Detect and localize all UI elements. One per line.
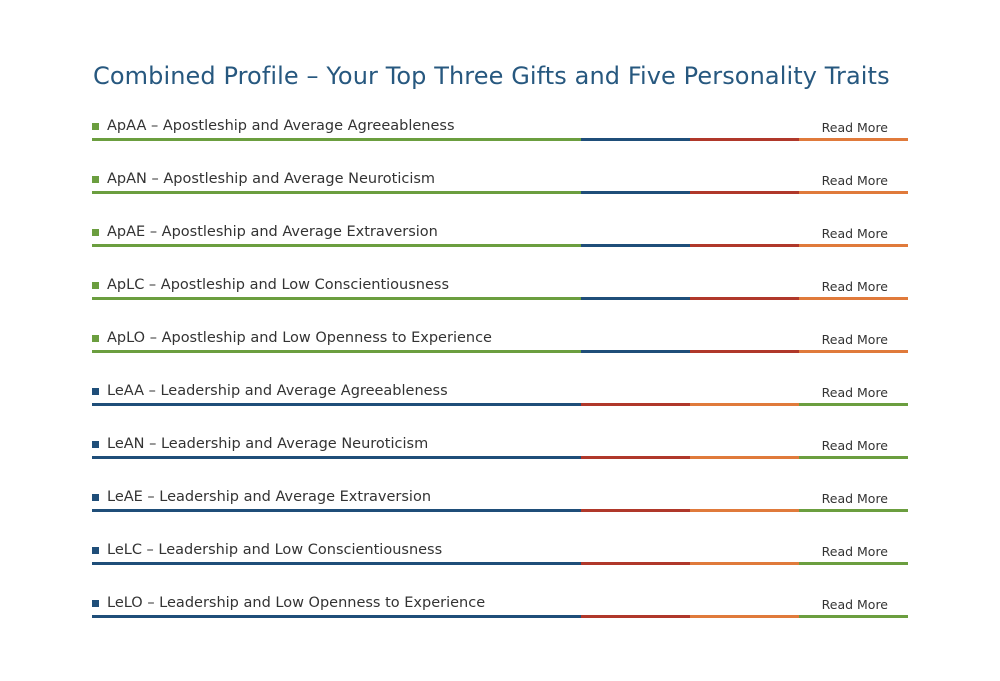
color-divider bbox=[92, 509, 908, 512]
color-divider bbox=[92, 244, 908, 247]
read-more-link[interactable]: Read More bbox=[821, 597, 888, 612]
divider-segment bbox=[690, 615, 799, 618]
list-item-label: LeLC – Leadership and Low Conscientiousn… bbox=[107, 542, 443, 558]
divider-segment bbox=[690, 244, 799, 247]
read-more-link[interactable]: Read More bbox=[821, 120, 888, 135]
color-divider bbox=[92, 138, 908, 141]
list-item-label: ApLC – Apostleship and Low Conscientious… bbox=[107, 277, 450, 293]
list-item: LeAA – Leadership and Average Agreeablen… bbox=[92, 379, 908, 432]
read-more-link[interactable]: Read More bbox=[821, 491, 888, 506]
list-item: ApAN – Apostleship and Average Neurotici… bbox=[92, 167, 908, 220]
divider-segment bbox=[92, 297, 581, 300]
list-item-label: LeAE – Leadership and Average Extraversi… bbox=[107, 489, 432, 505]
divider-segment bbox=[799, 191, 908, 194]
divider-segment bbox=[799, 615, 908, 618]
divider-segment bbox=[92, 138, 581, 141]
square-bullet-icon bbox=[92, 441, 99, 448]
divider-segment bbox=[92, 456, 581, 459]
divider-segment bbox=[799, 562, 908, 565]
divider-segment bbox=[799, 138, 908, 141]
divider-segment bbox=[799, 297, 908, 300]
divider-segment bbox=[581, 350, 690, 353]
list-item-label: LeAN – Leadership and Average Neuroticis… bbox=[107, 436, 429, 452]
list-item: ApAA – Apostleship and Average Agreeable… bbox=[92, 114, 908, 167]
profile-list: ApAA – Apostleship and Average Agreeable… bbox=[92, 114, 908, 644]
read-more-link[interactable]: Read More bbox=[821, 438, 888, 453]
color-divider bbox=[92, 191, 908, 194]
divider-segment bbox=[690, 138, 799, 141]
divider-segment bbox=[581, 297, 690, 300]
list-item: LeAN – Leadership and Average Neuroticis… bbox=[92, 432, 908, 485]
divider-segment bbox=[581, 456, 690, 459]
divider-segment bbox=[92, 562, 581, 565]
square-bullet-icon bbox=[92, 123, 99, 130]
list-item: ApAE – Apostleship and Average Extravers… bbox=[92, 220, 908, 273]
square-bullet-icon bbox=[92, 494, 99, 501]
divider-segment bbox=[581, 562, 690, 565]
divider-segment bbox=[92, 403, 581, 406]
divider-segment bbox=[799, 456, 908, 459]
color-divider bbox=[92, 350, 908, 353]
divider-segment bbox=[799, 350, 908, 353]
divider-segment bbox=[690, 403, 799, 406]
color-divider bbox=[92, 297, 908, 300]
list-item-label: ApAA – Apostleship and Average Agreeable… bbox=[107, 118, 455, 134]
divider-segment bbox=[581, 191, 690, 194]
divider-segment bbox=[581, 244, 690, 247]
list-item: LeLO – Leadership and Low Openness to Ex… bbox=[92, 591, 908, 644]
divider-segment bbox=[92, 244, 581, 247]
square-bullet-icon bbox=[92, 282, 99, 289]
divider-segment bbox=[799, 403, 908, 406]
square-bullet-icon bbox=[92, 335, 99, 342]
read-more-link[interactable]: Read More bbox=[821, 279, 888, 294]
divider-segment bbox=[92, 350, 581, 353]
divider-segment bbox=[581, 138, 690, 141]
divider-segment bbox=[690, 562, 799, 565]
square-bullet-icon bbox=[92, 600, 99, 607]
divider-segment bbox=[690, 350, 799, 353]
list-item: ApLO – Apostleship and Low Openness to E… bbox=[92, 326, 908, 379]
color-divider bbox=[92, 615, 908, 618]
color-divider bbox=[92, 456, 908, 459]
list-item-label: LeAA – Leadership and Average Agreeablen… bbox=[107, 383, 448, 399]
divider-segment bbox=[799, 509, 908, 512]
square-bullet-icon bbox=[92, 547, 99, 554]
divider-segment bbox=[581, 509, 690, 512]
square-bullet-icon bbox=[92, 388, 99, 395]
divider-segment bbox=[799, 244, 908, 247]
read-more-link[interactable]: Read More bbox=[821, 226, 888, 241]
divider-segment bbox=[92, 615, 581, 618]
read-more-link[interactable]: Read More bbox=[821, 544, 888, 559]
color-divider bbox=[92, 403, 908, 406]
read-more-link[interactable]: Read More bbox=[821, 385, 888, 400]
divider-segment bbox=[690, 456, 799, 459]
color-divider bbox=[92, 562, 908, 565]
read-more-link[interactable]: Read More bbox=[821, 332, 888, 347]
divider-segment bbox=[690, 297, 799, 300]
divider-segment bbox=[92, 191, 581, 194]
list-item-label: ApLO – Apostleship and Low Openness to E… bbox=[107, 330, 492, 346]
divider-segment bbox=[690, 191, 799, 194]
list-item-label: LeLO – Leadership and Low Openness to Ex… bbox=[107, 595, 486, 611]
divider-segment bbox=[690, 509, 799, 512]
square-bullet-icon bbox=[92, 176, 99, 183]
divider-segment bbox=[92, 509, 581, 512]
list-item: LeAE – Leadership and Average Extraversi… bbox=[92, 485, 908, 538]
list-item: LeLC – Leadership and Low Conscientiousn… bbox=[92, 538, 908, 591]
divider-segment bbox=[581, 615, 690, 618]
list-item-label: ApAE – Apostleship and Average Extravers… bbox=[107, 224, 438, 240]
square-bullet-icon bbox=[92, 229, 99, 236]
list-item: ApLC – Apostleship and Low Conscientious… bbox=[92, 273, 908, 326]
page-title: Combined Profile – Your Top Three Gifts … bbox=[93, 62, 890, 90]
read-more-link[interactable]: Read More bbox=[821, 173, 888, 188]
divider-segment bbox=[581, 403, 690, 406]
list-item-label: ApAN – Apostleship and Average Neurotici… bbox=[107, 171, 436, 187]
